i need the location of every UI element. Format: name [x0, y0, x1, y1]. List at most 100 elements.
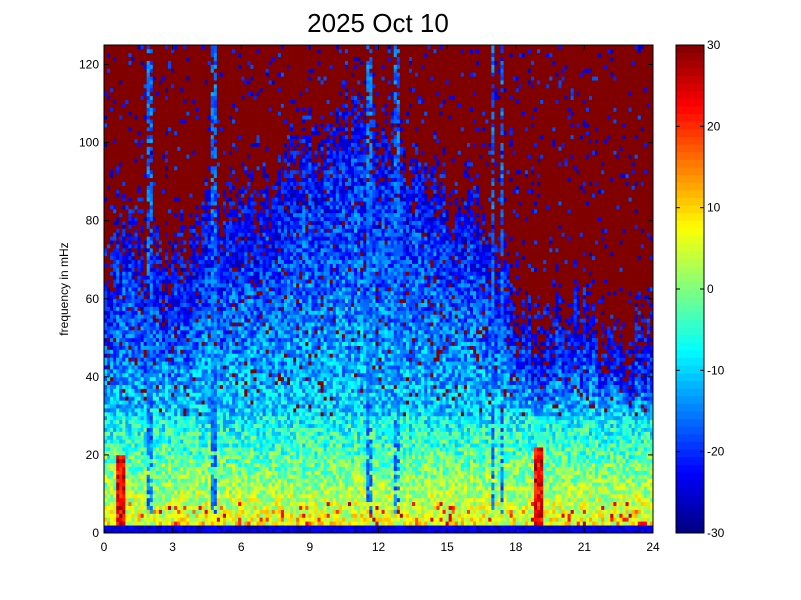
- heatmap-cell: [216, 130, 221, 136]
- heatmap-cell: [140, 415, 144, 421]
- heatmap-cell: [222, 415, 227, 421]
- heatmap-cell: [219, 427, 224, 432]
- heatmap-cell: [168, 197, 172, 202]
- heatmap-cell: [161, 64, 166, 69]
- heatmap-cell: [174, 185, 178, 190]
- heatmap-cell: [210, 466, 215, 471]
- heatmap-cell: [131, 177, 135, 182]
- heatmap-cell: [119, 408, 123, 413]
- heatmap-cell: [186, 107, 190, 112]
- heatmap-cell: [125, 466, 129, 471]
- heatmap-cell: [152, 99, 157, 104]
- heatmap-cell: [183, 283, 187, 288]
- heatmap-cell: [104, 80, 108, 85]
- heatmap-cell: [189, 197, 193, 202]
- heatmap-cell: [134, 376, 138, 382]
- heatmap-cell: [222, 166, 227, 171]
- heatmap-cell: [146, 72, 151, 77]
- heatmap-cell: [213, 212, 218, 218]
- heatmap-cell: [149, 396, 154, 401]
- heatmap-cell: [158, 251, 163, 257]
- heatmap-cell: [107, 474, 111, 479]
- heatmap-cell: [168, 150, 172, 155]
- heatmap-cell: [165, 306, 169, 311]
- heatmap-cell: [125, 181, 129, 186]
- heatmap-cell: [171, 68, 175, 73]
- heatmap-cell: [152, 45, 157, 50]
- heatmap-cell: [116, 419, 120, 425]
- heatmap-cell: [140, 517, 144, 522]
- heatmap-cell: [110, 486, 114, 491]
- heatmap-cell: [186, 220, 190, 225]
- heatmap-cell: [192, 380, 196, 385]
- heatmap-cell: [125, 454, 129, 460]
- heatmap-cell: [158, 224, 163, 229]
- heatmap-cell: [198, 130, 202, 136]
- heatmap-cell: [158, 470, 163, 475]
- heatmap-cell: [207, 474, 212, 479]
- heatmap-cell: [189, 52, 193, 58]
- heatmap-cell: [128, 68, 132, 73]
- heatmap-cell: [161, 224, 166, 229]
- heatmap-cell: [168, 458, 172, 464]
- heatmap-cell: [198, 177, 202, 182]
- heatmap-cell: [219, 290, 224, 296]
- heatmap-cell: [146, 99, 151, 104]
- heatmap-cell: [155, 216, 160, 222]
- heatmap-cell: [207, 52, 212, 58]
- heatmap-cell: [143, 462, 148, 467]
- heatmap-cell: [168, 99, 172, 104]
- heatmap-cell: [210, 314, 215, 319]
- heatmap-cell: [195, 185, 199, 190]
- heatmap-cell: [207, 384, 212, 389]
- heatmap-cell: [119, 435, 123, 440]
- heatmap-cell: [152, 497, 157, 503]
- heatmap-cell: [140, 326, 144, 331]
- heatmap-cell: [207, 470, 212, 475]
- heatmap-cell: [158, 329, 163, 335]
- heatmap-cell: [165, 349, 169, 354]
- heatmap-cell: [104, 396, 108, 401]
- heatmap-cell: [113, 302, 117, 307]
- heatmap-cell: [140, 87, 144, 93]
- heatmap-cell: [131, 185, 135, 190]
- heatmap-cell: [146, 361, 151, 366]
- heatmap-cell: [183, 322, 187, 327]
- heatmap-cell: [201, 115, 205, 120]
- heatmap-cell: [146, 220, 151, 225]
- heatmap-cell: [213, 415, 218, 421]
- heatmap-cell: [113, 369, 117, 374]
- heatmap-cell: [183, 130, 187, 136]
- heatmap-cell: [210, 517, 215, 522]
- heatmap-cell: [207, 126, 212, 132]
- heatmap-cell: [107, 376, 111, 382]
- heatmap-cell: [110, 142, 114, 147]
- heatmap-cell: [149, 369, 154, 374]
- heatmap-cell: [201, 56, 205, 61]
- heatmap-cell: [198, 493, 202, 499]
- heatmap-cell: [189, 517, 193, 522]
- heatmap-cell: [168, 263, 172, 268]
- heatmap-cell: [198, 45, 202, 50]
- heatmap-cell: [222, 361, 227, 366]
- heatmap-cell: [177, 509, 181, 514]
- heatmap-cell: [165, 224, 169, 229]
- heatmap-cell: [110, 443, 114, 448]
- heatmap-cell: [174, 205, 178, 210]
- heatmap-cell: [168, 64, 172, 69]
- heatmap-cell: [113, 60, 117, 65]
- heatmap-cell: [207, 466, 212, 471]
- heatmap-cell: [189, 326, 193, 331]
- heatmap-cell: [222, 486, 227, 491]
- heatmap-cell: [149, 322, 154, 327]
- heatmap-cell: [180, 439, 184, 444]
- heatmap-cell: [192, 388, 196, 393]
- heatmap-cell: [216, 505, 221, 510]
- heatmap-cell: [213, 263, 218, 268]
- heatmap-cell: [104, 181, 108, 186]
- heatmap-cell: [152, 76, 157, 81]
- heatmap-cell: [183, 72, 187, 77]
- heatmap-cell: [104, 408, 108, 413]
- heatmap-cell: [219, 353, 224, 358]
- heatmap-cell: [134, 419, 138, 425]
